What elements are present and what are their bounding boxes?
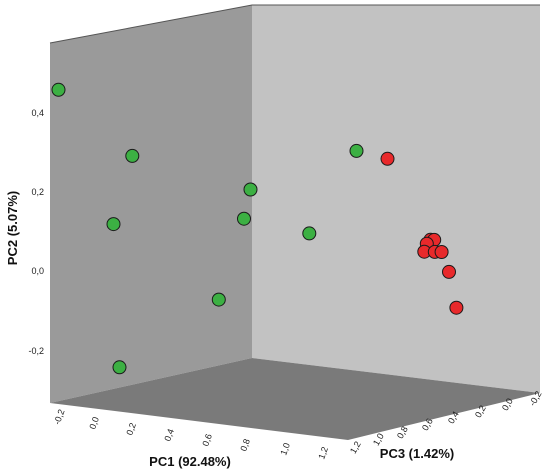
pc3-axis-title: PC3 (1.42%)	[380, 446, 454, 461]
scatter-point	[106, 217, 121, 232]
pc1-axis-ticks: -0,2 0,0 0,2 0,4 0,6 0,8 1,0 1,2	[52, 408, 330, 461]
scatter-point	[380, 151, 395, 166]
scatter-point	[349, 143, 364, 158]
pc1-tick-label: 1,2	[316, 445, 330, 460]
scatter-point	[51, 82, 66, 97]
plot-walls	[49, 4, 540, 440]
scatter-point	[112, 360, 127, 375]
pc3-tick-label: 1,2	[348, 440, 363, 456]
pc1-axis-title: PC1 (92.48%)	[149, 454, 231, 469]
scatter-point	[302, 226, 317, 241]
scatter-point	[449, 300, 464, 315]
pc1-tick-label: 0,6	[200, 432, 214, 447]
pc2-axis-title: PC2 (5.07%)	[5, 191, 20, 265]
box-edge-line	[49, 4, 540, 44]
pc1-tick-label: -0,2	[52, 408, 67, 426]
floor	[50, 358, 540, 440]
scatter-point	[237, 211, 251, 226]
scatter-point	[125, 148, 140, 163]
pc1-tick-label: 0,2	[124, 421, 138, 436]
scatter-point	[442, 264, 456, 279]
data-points	[51, 82, 464, 375]
scatter-point	[211, 292, 226, 307]
pc1-tick-label: 0,0	[87, 415, 101, 430]
pc2-tick-label: -0,2	[28, 346, 44, 356]
pc1-tick-label: 0,8	[238, 437, 252, 452]
pc1-tick-label: 0,4	[162, 427, 176, 442]
pc2-tick-label: 0,2	[31, 187, 44, 197]
scatter-point	[243, 182, 258, 197]
left-wall	[50, 5, 252, 403]
pc2-tick-label: 0,0	[31, 266, 44, 276]
back-wall	[252, 5, 540, 393]
pc2-tick-label: 0,4	[31, 108, 44, 118]
pc1-tick-label: 1,0	[278, 441, 292, 456]
pc2-axis-ticks: -0,2 0,0 0,2 0,4	[28, 108, 44, 356]
scatter-point	[434, 245, 449, 259]
